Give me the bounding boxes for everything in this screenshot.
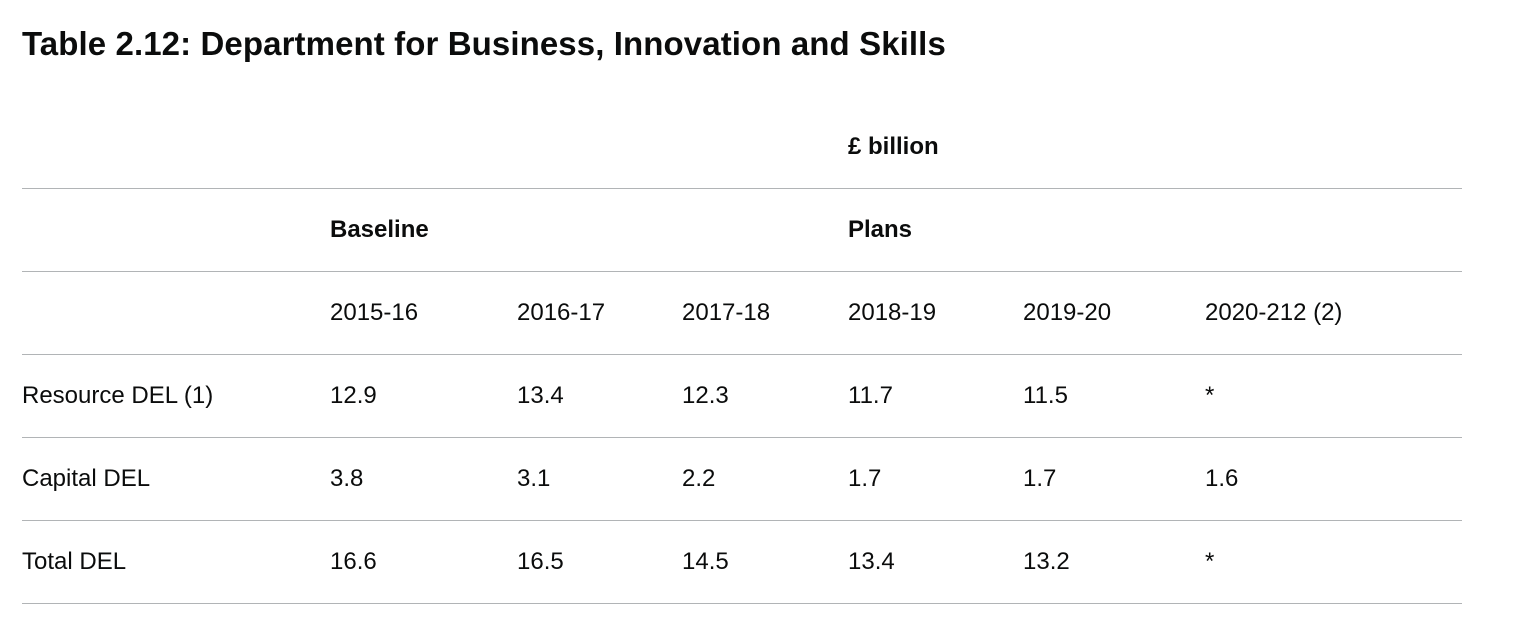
year-header: 2019-20 (1023, 299, 1112, 326)
plans-header: Plans (848, 216, 913, 243)
table-cell: 13.2 (1023, 548, 1070, 575)
table-cell: 1.7 (848, 465, 882, 492)
group-header-row: Baseline Plans (22, 189, 1462, 272)
table-cell: 2.2 (682, 465, 716, 492)
table-cell: 13.4 (848, 548, 895, 575)
row-label: Resource DEL (1) (22, 382, 214, 409)
year-header: 2017-18 (682, 299, 771, 326)
row-label: Total DEL (22, 548, 127, 575)
table-cell: * (1205, 548, 1215, 575)
table-cell: 13.4 (517, 382, 564, 409)
table-row-capital-del: Capital DEL 3.8 3.1 2.2 1.7 1.7 1.6 (22, 438, 1462, 521)
table-title: Table 2.12: Department for Business, Inn… (22, 25, 946, 62)
table-cell: 11.5 (1023, 382, 1068, 409)
table-cell: 16.5 (517, 548, 564, 575)
table-cell: 14.5 (682, 548, 729, 575)
table-cell: 11.7 (848, 382, 893, 409)
year-header: 2015-16 (330, 299, 419, 326)
spending-table: £ billion Baseline Plans 2015-16 2016-17… (22, 106, 1462, 604)
table-row-total-del: Total DEL 16.6 16.5 14.5 13.4 13.2 * (22, 521, 1462, 604)
table-cell: 3.1 (517, 465, 551, 492)
table-cell: 1.7 (1023, 465, 1057, 492)
unit-row: £ billion (22, 106, 1462, 189)
table-row-resource-del: Resource DEL (1) 12.9 13.4 12.3 11.7 11.… (22, 355, 1462, 438)
table-cell: 16.6 (330, 548, 377, 575)
baseline-header: Baseline (330, 216, 429, 243)
table-cell: 3.8 (330, 465, 364, 492)
year-header: 2016-17 (517, 299, 606, 326)
year-header: 2018-19 (848, 299, 937, 326)
row-label: Capital DEL (22, 465, 151, 492)
unit-label: £ billion (848, 133, 939, 160)
table-cell: 12.3 (682, 382, 729, 409)
year-header-row: 2015-16 2016-17 2017-18 2018-19 2019-20 … (22, 272, 1462, 355)
table-cell: 12.9 (330, 382, 377, 409)
table-cell: 1.6 (1205, 465, 1239, 492)
year-header: 2020-212 (2) (1205, 299, 1343, 326)
table-cell: * (1205, 382, 1215, 409)
